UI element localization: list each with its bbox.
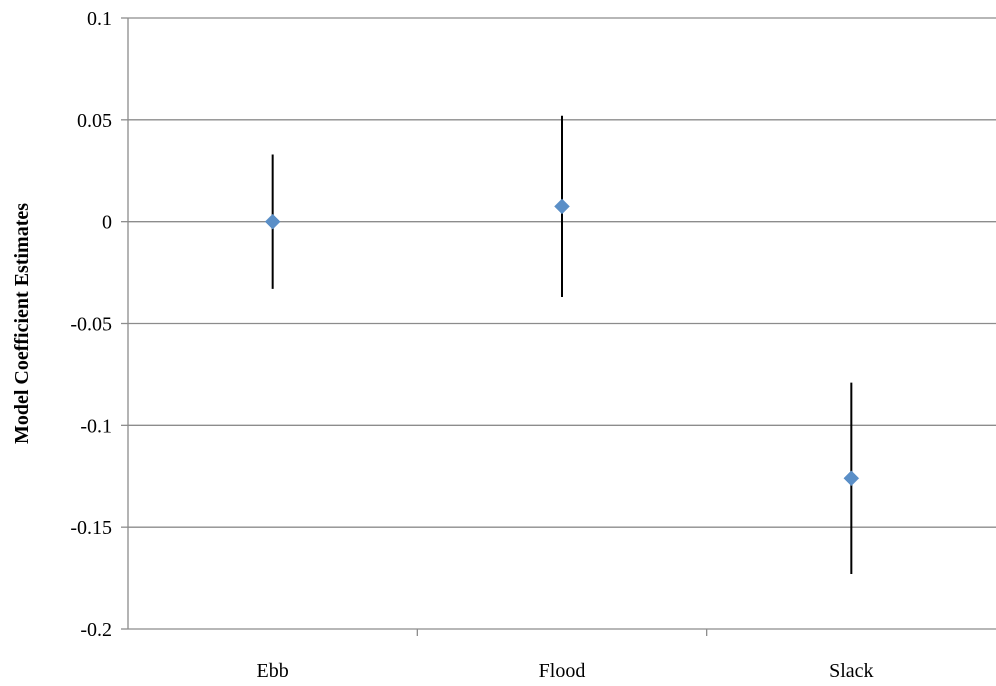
y-tick-label: 0 bbox=[102, 212, 112, 234]
y-tick-label: -0.05 bbox=[70, 314, 112, 336]
y-tick-label: -0.1 bbox=[80, 415, 112, 437]
y-tick-label: 0.05 bbox=[77, 110, 112, 132]
y-tick-label: -0.2 bbox=[80, 619, 112, 641]
error-bars bbox=[271, 115, 853, 575]
y-axis-title: Model Coefficient Estimates bbox=[11, 203, 33, 444]
y-tick-label: 0.1 bbox=[87, 8, 112, 30]
y-tick-labels: 0.1 0.05 0 -0.05 -0.1 -0.15 -0.2 bbox=[70, 8, 112, 641]
data-point-ebb bbox=[264, 213, 281, 230]
x-tick-labels: Ebb Flood Slack bbox=[257, 660, 874, 682]
data-point-flood bbox=[554, 198, 570, 215]
x-tick-label: Ebb bbox=[257, 660, 289, 682]
y-tick-label: -0.15 bbox=[70, 517, 112, 539]
x-tick-label: Flood bbox=[539, 660, 586, 682]
data-point-slack bbox=[843, 470, 860, 487]
axes bbox=[121, 17, 996, 636]
x-tick-label: Slack bbox=[829, 660, 873, 682]
data-markers bbox=[264, 198, 860, 487]
